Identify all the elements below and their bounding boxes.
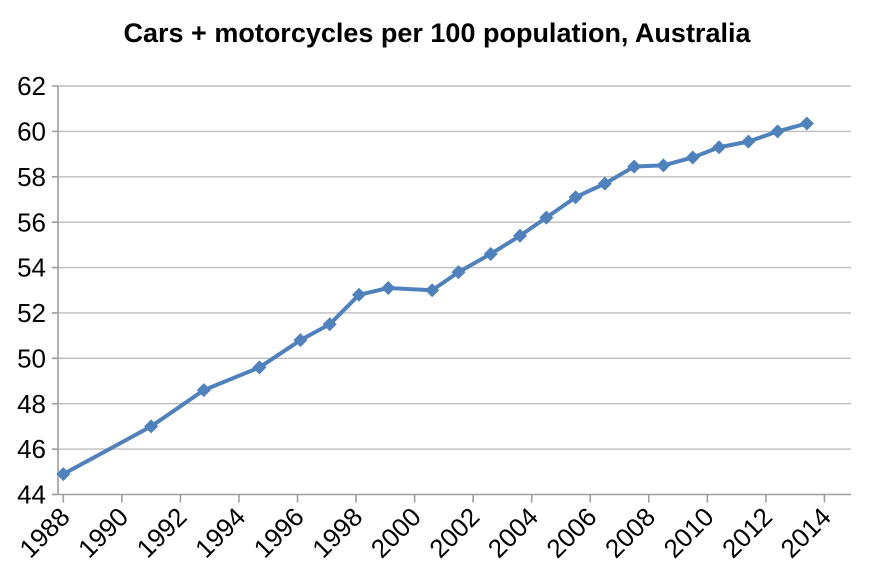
data-point-marker: [512, 228, 527, 243]
x-axis-tick-label: 2014: [775, 502, 837, 564]
y-axis-tick-label: 50: [17, 343, 46, 373]
data-point-marker: [685, 150, 700, 165]
x-axis-tick-label: 2008: [599, 502, 661, 564]
data-point-marker: [56, 467, 71, 482]
x-axis-tick-label: 1996: [248, 502, 310, 564]
data-point-marker: [568, 190, 583, 205]
x-axis-tick-label: 1990: [72, 502, 134, 564]
y-axis-tick-label: 60: [17, 116, 46, 146]
data-point-marker: [627, 159, 642, 174]
data-point-marker: [381, 280, 396, 295]
x-axis-tick-label: 1988: [13, 502, 75, 564]
data-point-marker: [597, 176, 612, 191]
x-axis-tick-label: 2000: [365, 502, 427, 564]
data-point-marker: [656, 158, 671, 173]
data-point-marker: [741, 134, 756, 149]
data-point-marker: [799, 116, 814, 131]
y-axis-tick-label: 62: [17, 71, 46, 101]
y-axis-tick-label: 56: [17, 207, 46, 237]
data-point-marker: [351, 287, 366, 302]
y-axis-tick-label: 52: [17, 298, 46, 328]
x-axis-tick-label: 2004: [482, 502, 544, 564]
data-point-marker: [144, 419, 159, 434]
data-point-marker: [539, 210, 554, 225]
x-axis-tick-label: 1992: [131, 502, 193, 564]
y-axis-tick-label: 58: [17, 162, 46, 192]
data-point-marker: [293, 333, 308, 348]
x-axis-tick-label: 2006: [540, 502, 602, 564]
y-axis-tick-label: 48: [17, 389, 46, 419]
x-axis-tick-label: 2010: [657, 502, 719, 564]
x-axis-tick-label: 1998: [306, 502, 368, 564]
data-point-marker: [712, 140, 727, 155]
x-axis-tick-label: 2012: [716, 502, 778, 564]
data-point-marker: [196, 383, 211, 398]
data-line: [61, 121, 809, 477]
data-point-marker: [425, 283, 440, 298]
y-axis-tick-label: 46: [17, 434, 46, 464]
data-point-marker: [252, 360, 267, 375]
data-point-marker: [322, 317, 337, 332]
y-axis-tick-label: 54: [17, 253, 46, 283]
chart-title: Cars + motorcycles per 100 population, A…: [123, 18, 751, 48]
data-point-marker: [483, 246, 498, 261]
x-axis-tick-label: 2002: [423, 502, 485, 564]
x-axis-tick-label: 1994: [189, 502, 251, 564]
data-point-marker: [770, 124, 785, 139]
data-point-marker: [451, 265, 466, 280]
y-axis-tick-label: 44: [17, 480, 46, 510]
